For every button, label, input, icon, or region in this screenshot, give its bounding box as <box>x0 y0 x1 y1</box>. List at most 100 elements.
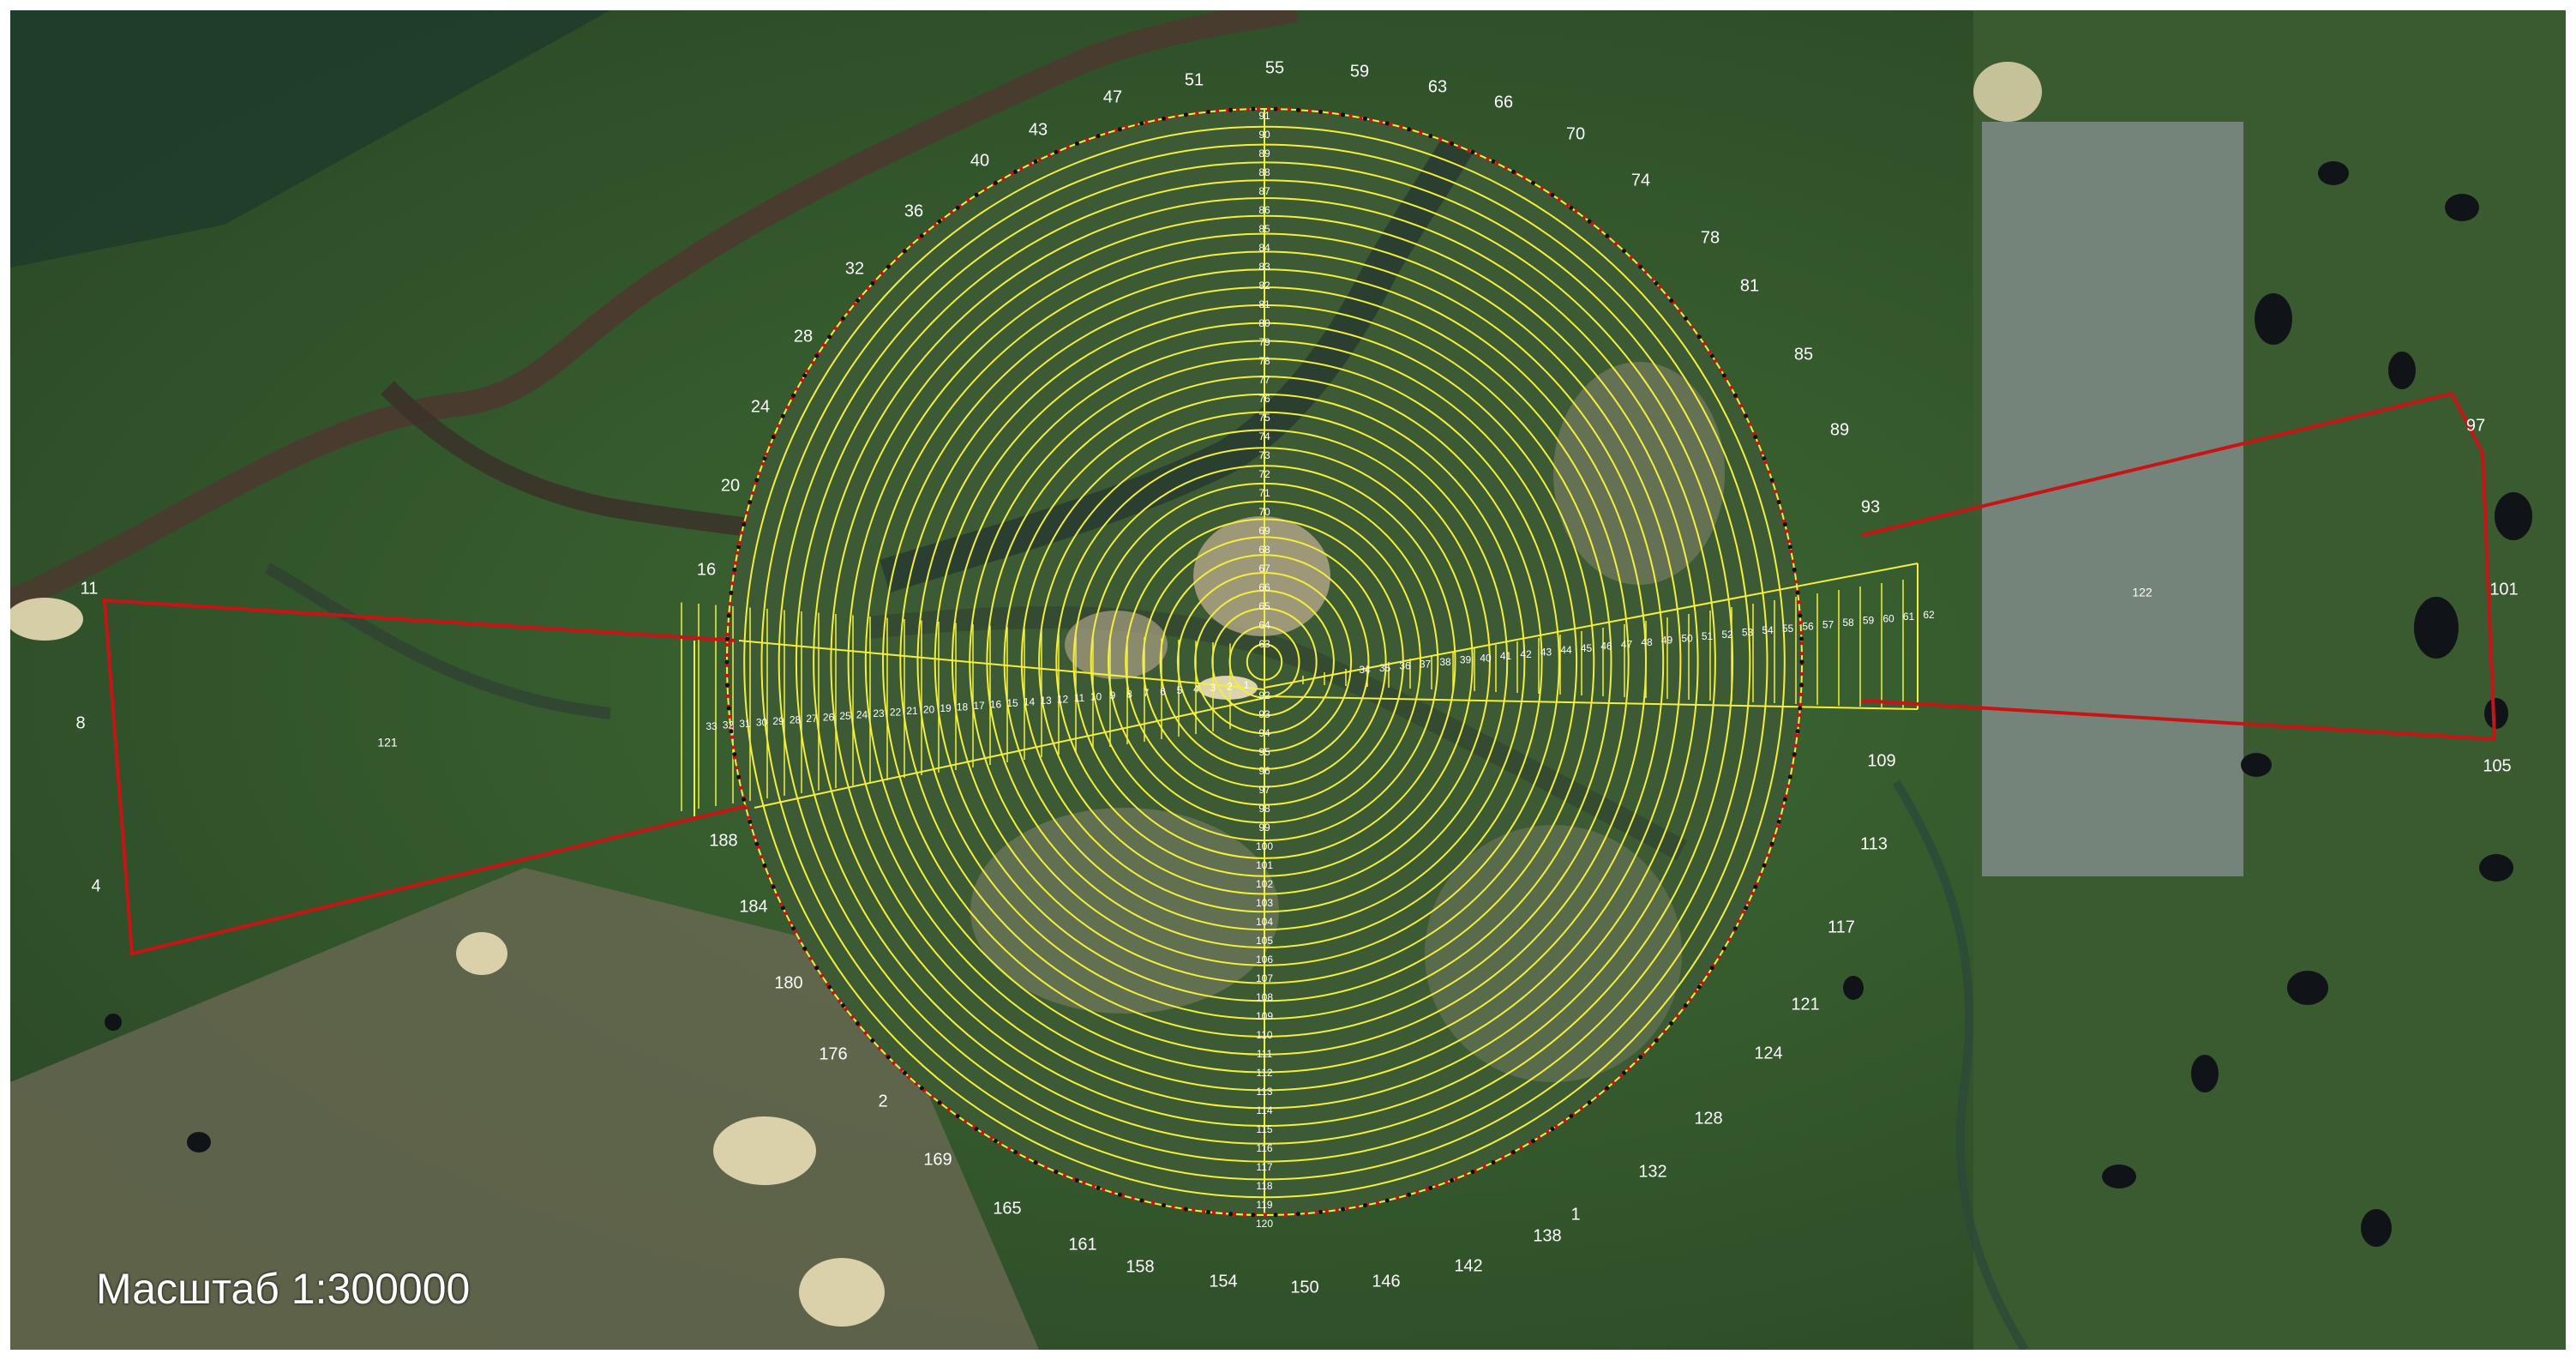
zone-label-north: 66 <box>1258 581 1270 593</box>
boundary-vertex-marker <box>955 205 960 210</box>
boundary-vertex-marker <box>780 413 785 418</box>
boundary-vertex-marker <box>827 334 832 340</box>
boundary-vertex-marker <box>937 219 942 224</box>
western-extension-polygon <box>102 598 747 956</box>
boundary-vertex-marker <box>955 1114 960 1119</box>
boundary-vertex-marker <box>762 863 767 868</box>
boundary-vertex-marker <box>732 567 737 572</box>
boundary-vertex-label: 138 <box>1533 1226 1561 1245</box>
boundary-vertex-label: 89 <box>1830 420 1849 439</box>
boundary-vertex-marker <box>1799 683 1804 688</box>
boundary-vertex-marker <box>754 841 760 846</box>
boundary-vertex-label: 2 <box>878 1092 887 1110</box>
boundary-vertex-marker <box>1769 478 1774 483</box>
boundary-vertex-marker <box>1753 435 1758 440</box>
boundary-vertex-marker <box>1407 127 1412 132</box>
boundary-vertex-marker <box>1605 1086 1610 1091</box>
zone-label-west: 19 <box>940 702 952 714</box>
boundary-vertex-label: 101 <box>2489 580 2518 599</box>
boundary-vertex-marker <box>841 316 846 321</box>
boundary-vertex-label: 28 <box>794 327 813 346</box>
boundary-vertex-marker <box>1013 169 1018 174</box>
zone-label-north: 70 <box>1258 506 1270 518</box>
boundary-vertex-marker <box>994 1139 998 1144</box>
boundary-vertex-marker <box>841 1003 846 1008</box>
boundary-vertex-label: 93 <box>1861 497 1880 516</box>
boundary-vertex-marker <box>1709 353 1714 358</box>
zone-label-south: 115 <box>1256 1123 1272 1135</box>
zone-label-north: 65 <box>1258 600 1270 612</box>
boundary-vertex-marker <box>729 590 734 595</box>
boundary-vertex-marker <box>725 636 730 641</box>
boundary-vertex-marker <box>1491 1160 1496 1165</box>
boundary-vertex-marker <box>1206 1210 1210 1214</box>
boundary-vertex-marker <box>974 192 979 197</box>
zone-label-south: 120 <box>1256 1218 1273 1230</box>
zone-label-east: 45 <box>1581 642 1593 654</box>
zone-label-north: 83 <box>1258 261 1270 273</box>
boundary-vertex-marker <box>780 906 785 911</box>
zone-label-north: 77 <box>1258 374 1270 386</box>
boundary-vertex-marker <box>748 500 753 505</box>
zone-label-north: 81 <box>1258 298 1270 310</box>
boundary-vertex-marker <box>1622 1070 1626 1075</box>
zone-label-east: 40 <box>1480 652 1492 664</box>
west-wedge-lower-edge <box>754 697 1265 809</box>
zone-label-north: 71 <box>1258 487 1270 499</box>
zone-label-east: 58 <box>1842 617 1854 629</box>
boundary-vertex-marker <box>814 966 820 971</box>
boundary-vertex-label: 154 <box>1209 1272 1237 1291</box>
boundary-vertex-marker <box>1117 127 1122 132</box>
boundary-vertex-marker <box>748 819 753 824</box>
boundary-vertex-marker <box>791 393 796 398</box>
zone-label-east: 47 <box>1621 638 1633 650</box>
boundary-vertex-marker <box>1744 413 1749 418</box>
boundary-vertex-marker <box>886 264 891 269</box>
boundary-vertex-marker <box>1683 1003 1688 1008</box>
zone-label-east: 53 <box>1742 626 1754 638</box>
boundary-vertex-marker <box>1787 545 1792 550</box>
zone-label-south: 101 <box>1256 859 1273 871</box>
zone-label-north: 87 <box>1258 185 1270 197</box>
boundary-vertex-marker <box>1139 121 1144 126</box>
zone-label-western-polygon: 121 <box>377 736 398 749</box>
map-scale-label: Масштаб 1:300000 <box>96 1265 471 1313</box>
zone-label-north: 63 <box>1258 638 1270 650</box>
zone-label-south: 99 <box>1258 821 1270 833</box>
zone-label-south: 103 <box>1256 897 1273 909</box>
boundary-vertex-marker <box>1384 1198 1390 1203</box>
boundary-vertex-marker <box>1251 1213 1256 1218</box>
boundary-vertex-marker <box>1696 334 1702 340</box>
boundary-vertex-marker <box>1295 1212 1300 1217</box>
boundary-vertex-label: 78 <box>1701 228 1720 247</box>
boundary-vertex-label: 81 <box>1740 276 1759 295</box>
boundary-vertex-marker <box>1054 1170 1059 1175</box>
zone-label-west: 17 <box>973 700 985 712</box>
boundary-vertex-marker <box>1744 906 1749 911</box>
zone-label-south: 100 <box>1256 840 1273 852</box>
zone-label-west: 22 <box>890 707 902 719</box>
boundary-vertex-marker <box>1799 636 1804 641</box>
zone-label-west: 28 <box>790 714 802 726</box>
zone-label-west: 2 <box>1227 681 1233 693</box>
boundary-vertex-marker <box>726 706 731 711</box>
boundary-vertex-marker <box>1318 1210 1323 1214</box>
zone-label-north: 90 <box>1258 129 1270 141</box>
survey-lines <box>681 108 1918 1216</box>
boundary-vertex-marker <box>1251 106 1256 111</box>
boundary-vertex-label: 70 <box>1566 124 1585 143</box>
zone-label-west: 9 <box>1110 689 1116 701</box>
boundary-vertex-marker <box>1341 112 1346 117</box>
boundary-vertex-marker <box>1228 1212 1234 1217</box>
boundary-vertex-marker <box>1318 110 1323 114</box>
zone-label-west: 15 <box>1006 697 1018 709</box>
zone-label-south: 105 <box>1256 935 1273 947</box>
boundary-vertex-marker <box>1792 752 1797 757</box>
boundary-vertex-label: 51 <box>1185 70 1204 89</box>
boundary-vertex-marker <box>1709 966 1714 971</box>
boundary-vertex-marker <box>1782 522 1787 527</box>
boundary-vertex-marker <box>1769 841 1774 846</box>
zone-label-west: 20 <box>923 704 935 716</box>
boundary-vertex-marker <box>1183 112 1188 117</box>
